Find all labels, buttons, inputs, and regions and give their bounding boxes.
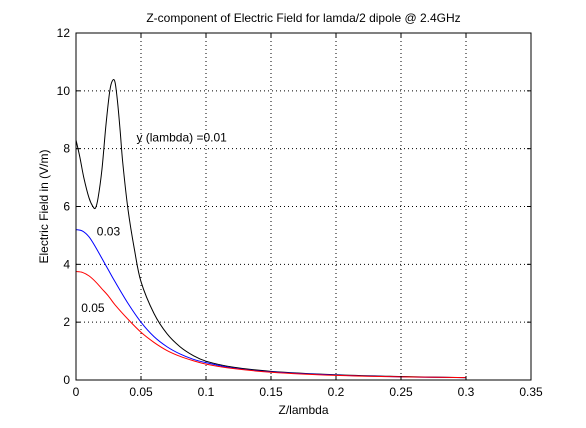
chart-title: Z-component of Electric Field for lamda/… — [146, 11, 460, 25]
y-tick-label: 12 — [57, 26, 71, 40]
y-tick-label: 4 — [63, 257, 70, 271]
y-tick-label: 6 — [63, 200, 70, 214]
series-annotation: 0.03 — [97, 224, 121, 238]
x-tick-label: 0 — [73, 385, 80, 399]
annotations: y (lambda) =0.01 0.03 0.05 — [81, 130, 227, 315]
y-tick-label: 8 — [63, 142, 70, 156]
series-lines — [75, 79, 467, 379]
y-tick-label: 10 — [57, 84, 71, 98]
ticks: 0 0.05 0.1 0.15 0.2 0.25 0.3 0.35 0 2 4 6 8 10 12 — [57, 26, 543, 399]
x-tick-label: 0.3 — [458, 385, 475, 399]
x-tick-label: 0.05 — [129, 385, 153, 399]
series-annotation: y (lambda) =0.01 — [136, 130, 227, 144]
y-tick-label: 0 — [63, 373, 70, 387]
series-line — [75, 79, 467, 379]
x-tick-label: 0.1 — [198, 385, 215, 399]
y-tick-label: 2 — [63, 315, 70, 329]
x-axis-label: Z/lambda — [278, 403, 328, 417]
x-tick-label: 0.25 — [389, 385, 413, 399]
x-tick-label: 0.15 — [259, 385, 283, 399]
series-annotation: 0.05 — [81, 301, 105, 315]
x-tick-label: 0.2 — [328, 385, 345, 399]
plot-area — [76, 33, 531, 380]
y-axis-label: Electric Field in (V/m) — [37, 149, 51, 263]
x-tick-label: 0.35 — [519, 385, 543, 399]
series-line — [75, 271, 467, 379]
